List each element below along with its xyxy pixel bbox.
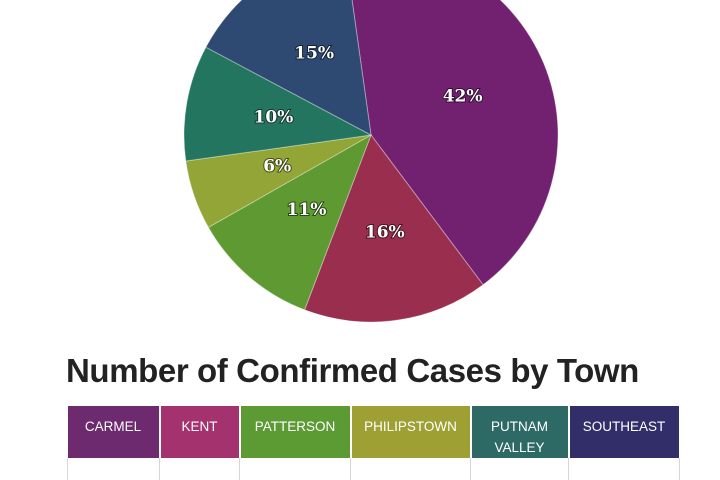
pie-slice <box>207 133 372 311</box>
section-title: Number of Confirmed Cases by Town <box>66 352 639 389</box>
table-cell <box>568 458 680 480</box>
header-carmel: CARMEL <box>67 406 161 458</box>
table-cell <box>470 458 569 480</box>
pie-slice-label: 42% <box>443 87 483 107</box>
pie-slice <box>351 0 559 286</box>
header-southeast: SOUTHEAST <box>568 406 681 458</box>
pie-chart: 42% 16% 11% 6% 10% 15% <box>183 0 559 323</box>
table-row <box>67 458 680 480</box>
table-header-row: CARMEL KENT PATTERSON PHILIPSTOWN PUTNAM… <box>67 406 681 458</box>
header-philipstown: PHILIPSTOWN <box>350 406 472 458</box>
table-cell <box>67 458 160 480</box>
pie-slice <box>303 133 484 323</box>
town-cases-table: CARMEL KENT PATTERSON PHILIPSTOWN PUTNAM… <box>67 406 681 480</box>
pie-slices <box>183 0 559 323</box>
pie-slice <box>183 46 373 162</box>
pie-slice-label: 10% <box>253 107 293 127</box>
pie-slice-label: 16% <box>365 223 405 243</box>
pie-slice-label: 15% <box>294 43 334 63</box>
pie-slice-label: 6% <box>263 156 291 176</box>
table-cell <box>350 458 471 480</box>
header-putnam-valley: PUTNAM VALLEY <box>470 406 570 458</box>
header-patterson: PATTERSON <box>239 406 352 458</box>
pie-slice-label: 11% <box>287 200 327 220</box>
header-kent: KENT <box>159 406 241 458</box>
pie-labels: 42% 16% 11% 6% 10% 15% <box>252 42 483 243</box>
pie-slice <box>185 134 372 229</box>
table-cell <box>239 458 351 480</box>
table-cell <box>159 458 240 480</box>
pie-slice <box>205 0 372 136</box>
